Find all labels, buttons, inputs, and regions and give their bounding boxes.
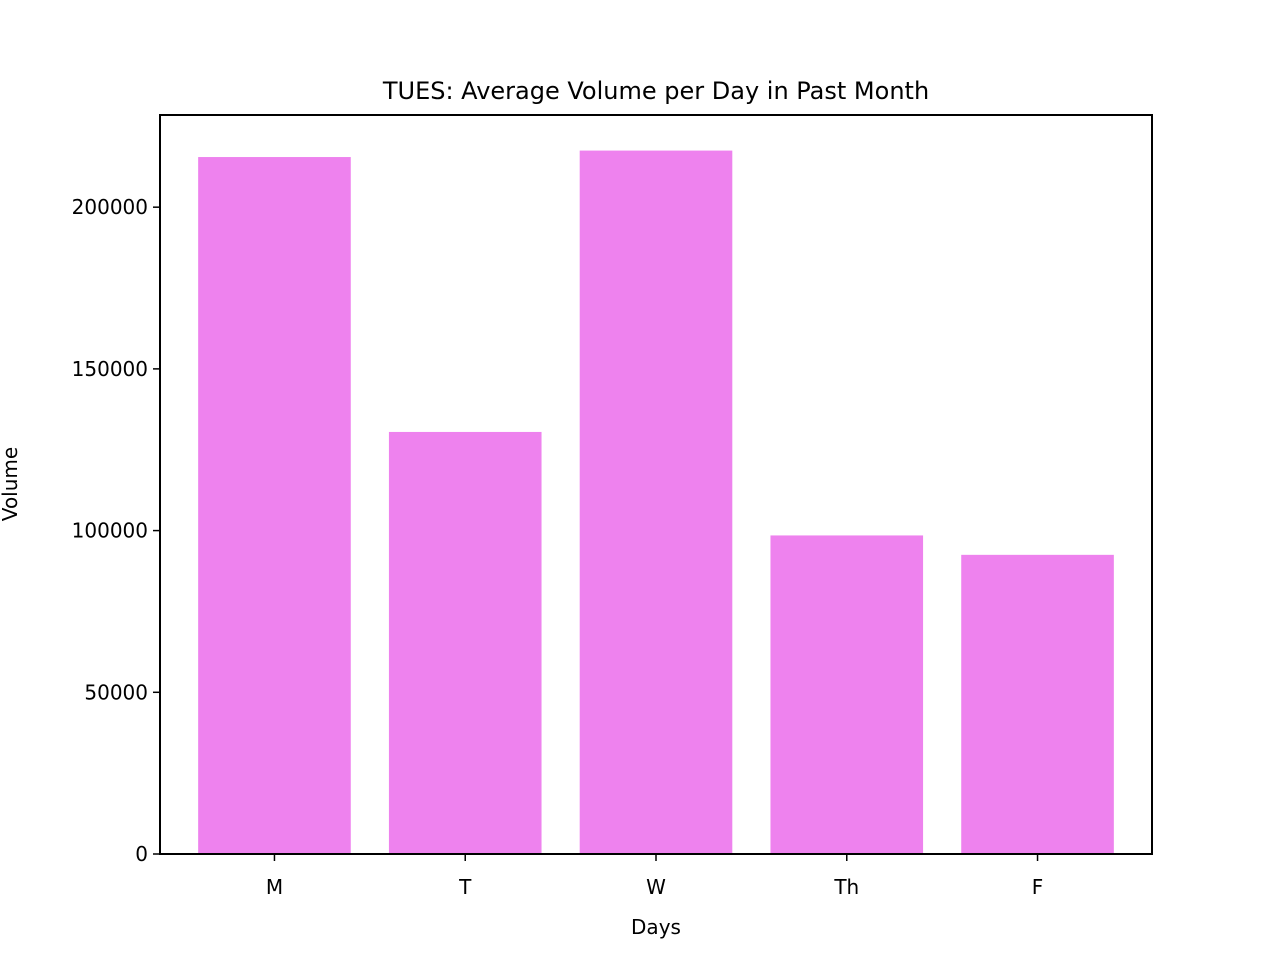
y-tick-label: 100000 — [72, 519, 148, 543]
x-tick-label: W — [646, 875, 666, 899]
x-axis-label: Days — [631, 915, 681, 939]
x-tick-label: F — [1032, 875, 1044, 899]
y-tick-label: 150000 — [72, 357, 148, 381]
bar-t — [388, 431, 542, 854]
y-tick-label: 200000 — [72, 195, 148, 219]
x-axis: M T W Th F — [266, 854, 1043, 899]
chart-title: TUES: Average Volume per Day in Past Mon… — [382, 77, 929, 105]
bar-f — [961, 554, 1114, 854]
bar-m — [198, 157, 351, 854]
bar-th — [770, 535, 924, 854]
y-tick-label: 0 — [135, 842, 148, 866]
y-axis-label: Volume — [0, 447, 22, 521]
y-tick-label: 50000 — [84, 680, 148, 704]
bar-w — [579, 150, 733, 854]
x-tick-label: M — [266, 875, 283, 899]
x-tick-label: T — [458, 875, 472, 899]
y-axis: 0 50000 100000 150000 200000 — [72, 195, 160, 866]
bars-group — [198, 150, 1114, 854]
x-tick-label: Th — [833, 875, 859, 899]
